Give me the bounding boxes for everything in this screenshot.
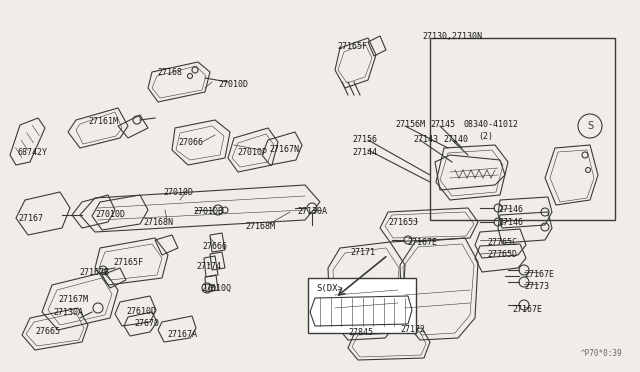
Text: 27010B: 27010B [193,207,223,216]
Text: 27610D: 27610D [126,307,156,316]
Text: 27130A: 27130A [53,308,83,317]
Bar [430,38,615,220]
Text: 27156M: 27156M [395,120,425,129]
Text: 27010D: 27010D [163,188,193,197]
Text: 27670: 27670 [134,319,159,328]
Text: 27010Q: 27010Q [201,284,231,293]
Text: 27010P: 27010P [237,148,267,157]
Text: 27168: 27168 [157,68,182,77]
Text: 27665: 27665 [35,327,60,336]
Text: 27165F: 27165F [113,258,143,267]
Text: 27146: 27146 [498,205,523,214]
Text: (2): (2) [478,132,493,141]
Text: 27173: 27173 [524,282,549,291]
Text: 27167B: 27167B [79,268,109,277]
Text: 27167A: 27167A [167,330,197,339]
Text: 27167: 27167 [18,214,43,223]
Text: 27765C: 27765C [487,238,517,247]
Text: 27130,27130N: 27130,27130N [422,32,482,41]
Text: 27167E: 27167E [407,238,437,247]
Text: 27168N: 27168N [143,218,173,227]
Text: 27144: 27144 [352,148,377,157]
Text: 27010D: 27010D [95,210,125,219]
Text: 68742Y: 68742Y [18,148,48,157]
Text: 27765D: 27765D [487,250,517,259]
Text: 27165J: 27165J [388,218,418,227]
Text: 27146: 27146 [498,218,523,227]
Text: 27010D: 27010D [218,80,248,89]
Text: 27845: 27845 [348,328,373,337]
Text: 27666: 27666 [202,242,227,251]
Text: 27172: 27172 [400,325,425,334]
Text: 27167M: 27167M [58,295,88,304]
Text: 27161M: 27161M [88,117,118,126]
Bar [308,278,416,333]
Text: S: S [587,121,593,131]
Text: 27130A: 27130A [297,207,327,216]
Text: 27168M: 27168M [245,222,275,231]
Text: 27156: 27156 [352,135,377,144]
Text: 27167E: 27167E [524,270,554,279]
Text: 27167N: 27167N [269,145,299,154]
Text: 27140: 27140 [443,135,468,144]
Text: 27145: 27145 [430,120,455,129]
Text: 27143: 27143 [413,135,438,144]
Text: 08340-41012: 08340-41012 [464,120,519,129]
Text: 27167E: 27167E [512,305,542,314]
Text: ^P70*0:39: ^P70*0:39 [580,349,622,358]
Text: 27165F: 27165F [337,42,367,51]
Text: S(DX>: S(DX> [316,284,343,293]
Text: 27066: 27066 [178,138,203,147]
Text: 27171: 27171 [350,248,375,257]
Text: 27174: 27174 [196,262,221,271]
